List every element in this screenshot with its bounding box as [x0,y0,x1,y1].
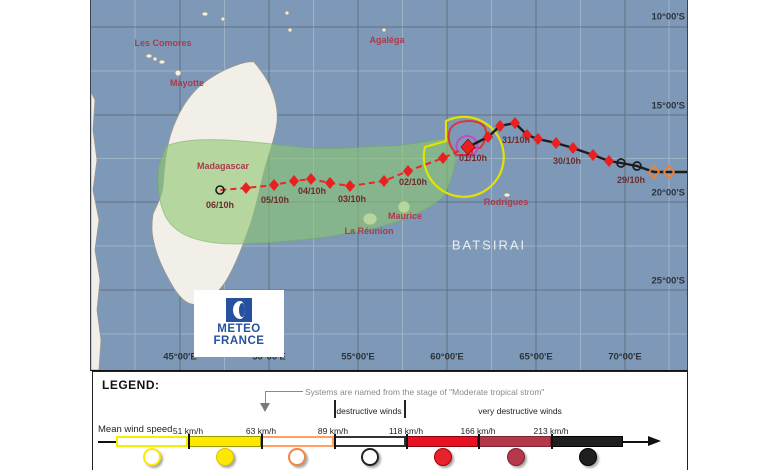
zone-separator-bar [334,400,336,418]
comoros-island [152,56,158,62]
small-island [201,11,209,17]
mayotte-island [174,69,182,77]
stage-circle-open-black [361,448,379,466]
speed-tick-label: 166 km/h [460,426,496,436]
zone-separator-bar [404,400,406,418]
open-circle-marker [616,158,642,171]
small-island [287,27,293,33]
current-position-marker [460,138,476,156]
agalega-island [381,27,387,33]
speed-tick-label: 118 km/h [388,426,424,436]
rodrigues-island [503,192,511,198]
segment-tropical-cyclone [406,436,478,447]
orange-diamond-marker [647,164,676,180]
forecast-end-marker [215,185,225,195]
wind-contour-yellow [422,115,505,198]
meteo-france-logo-icon [226,298,252,322]
speed-tick-label: 63 km/h [245,426,277,436]
note-connector-line [265,391,266,403]
segment-intense-tropical-cyclone [478,436,551,447]
forecast-cone [157,137,457,245]
forecast-point-diamond [241,152,448,194]
wind-contour-red [447,119,488,156]
cyclone-track-map: Les Comores Mayotte Madagascar Agaléga M… [90,0,688,371]
meteo-france-logo: METEO FRANCE [194,290,284,357]
destructive-winds-label: destructive winds [336,406,402,416]
speed-tickmark [188,434,190,449]
very-destructive-winds-label: very destructive winds [478,406,562,416]
legend-note: Systems are named from the stage of "Mod… [305,387,545,397]
note-connector-line [266,391,303,392]
comoros-island [145,53,153,59]
small-island [284,10,290,16]
speed-tickmark [551,434,553,449]
small-island [220,16,226,22]
segment-tropical-disturbance [116,436,188,447]
stage-circle-filled-red [434,448,452,466]
speed-tickmark [334,434,336,449]
down-arrow-icon [260,403,270,412]
speed-tick-label: 89 km/h [317,426,349,436]
logo-text-line1: METEO [217,323,261,335]
speed-tickmark [261,434,263,449]
segment-tropical-depression [188,436,261,447]
mean-wind-speed-label: Mean wind speed [98,424,173,435]
speed-tick-label: 51 km/h [172,426,204,436]
track-point-diamond [483,117,614,167]
stage-circle-open-yellow [143,448,161,466]
wind-contour-magenta [455,135,479,159]
africa-coast [91,91,102,370]
speed-tickmark [406,434,408,449]
speed-tickmark [478,434,480,449]
segment-severe-tropical-storm [334,436,406,447]
legend-heading: LEGEND: [102,378,160,392]
axis-arrow-icon [648,436,661,446]
stage-circle-filled-black [579,448,597,466]
segment-very-intense-tropical-cyclone [551,436,623,447]
segment-moderate-tropical-storm [261,436,334,447]
speed-tick-label: 213 km/h [533,426,569,436]
comoros-island [158,59,166,65]
stage-circle-filled-crimson [507,448,525,466]
stage-circle-open-orange [288,448,306,466]
logo-text-line2: FRANCE [213,335,265,347]
legend-panel [92,371,688,470]
map-graphics [91,0,687,370]
stage-circle-filled-yellow [216,448,234,466]
